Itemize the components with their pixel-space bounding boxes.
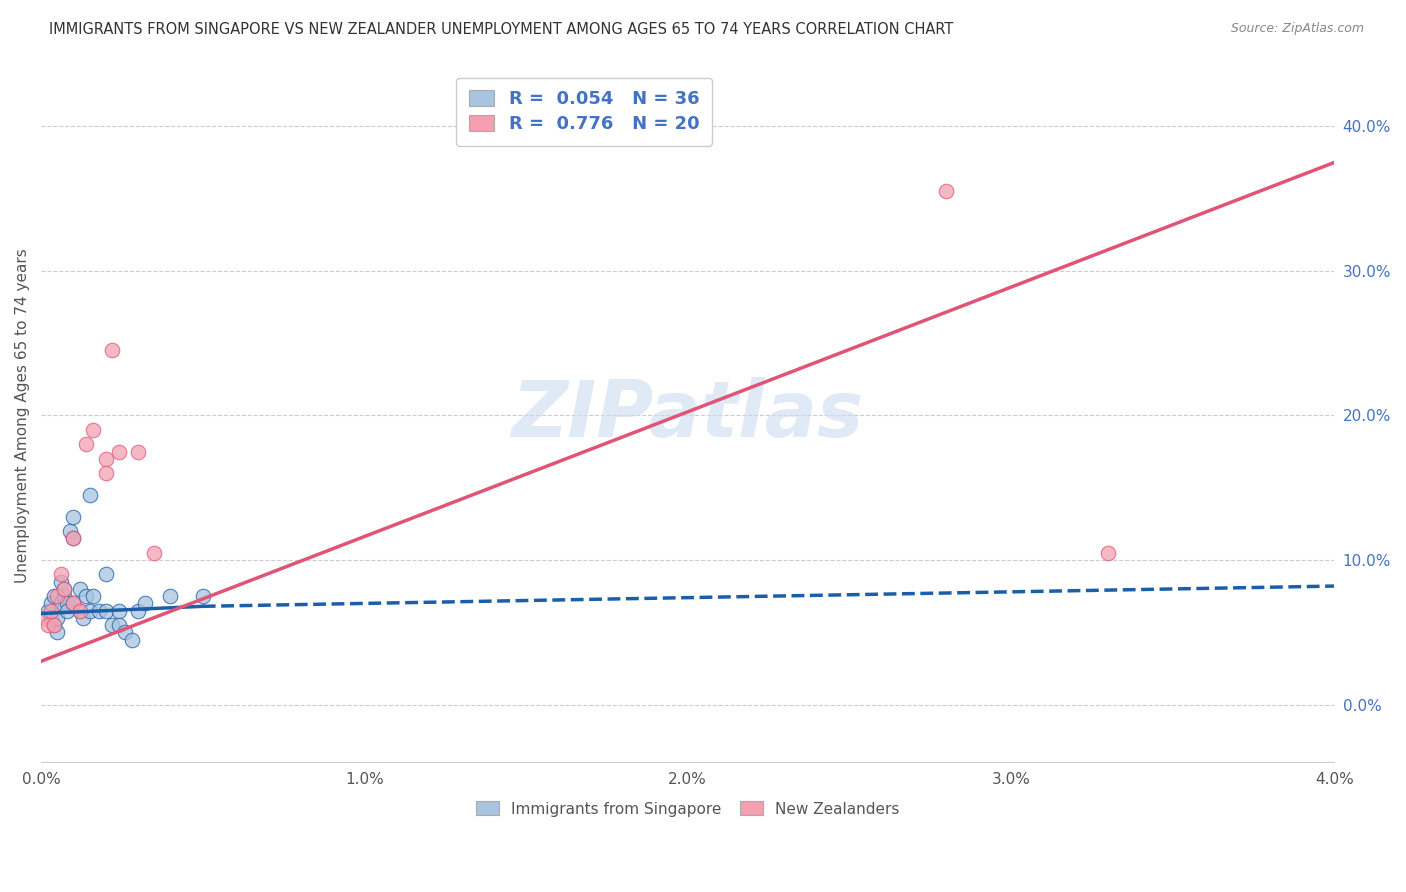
Point — [42, 618, 65, 632]
Point — [94, 604, 117, 618]
Point — [127, 444, 149, 458]
Legend: Immigrants from Singapore, New Zealanders: Immigrants from Singapore, New Zealander… — [468, 794, 907, 824]
Point — [46, 589, 69, 603]
Point — [143, 546, 166, 560]
Point — [69, 604, 91, 618]
Point — [62, 596, 84, 610]
Point — [52, 589, 75, 603]
Point — [94, 467, 117, 481]
Point — [37, 618, 59, 632]
Point — [52, 582, 75, 596]
Point — [39, 596, 62, 610]
Point — [79, 488, 101, 502]
Text: IMMIGRANTS FROM SINGAPORE VS NEW ZEALANDER UNEMPLOYMENT AMONG AGES 65 TO 74 YEAR: IMMIGRANTS FROM SINGAPORE VS NEW ZEALAND… — [49, 22, 953, 37]
Point — [191, 589, 214, 603]
Point — [82, 589, 104, 603]
Point — [107, 618, 129, 632]
Point — [62, 596, 84, 610]
Point — [62, 509, 84, 524]
Y-axis label: Unemployment Among Ages 65 to 74 years: Unemployment Among Ages 65 to 74 years — [15, 248, 30, 582]
Point — [94, 567, 117, 582]
Point — [94, 451, 117, 466]
Point — [42, 618, 65, 632]
Point — [52, 582, 75, 596]
Point — [42, 589, 65, 603]
Point — [127, 604, 149, 618]
Point — [121, 632, 143, 647]
Point — [46, 625, 69, 640]
Point — [56, 604, 79, 618]
Point — [935, 185, 957, 199]
Text: ZIPatlas: ZIPatlas — [512, 377, 863, 453]
Point — [59, 524, 82, 538]
Point — [107, 444, 129, 458]
Point — [49, 574, 72, 589]
Point — [56, 596, 79, 610]
Point — [69, 582, 91, 596]
Point — [79, 604, 101, 618]
Point — [72, 611, 94, 625]
Point — [37, 604, 59, 618]
Point — [114, 625, 136, 640]
Point — [34, 611, 56, 625]
Text: Source: ZipAtlas.com: Source: ZipAtlas.com — [1230, 22, 1364, 36]
Point — [46, 611, 69, 625]
Point — [75, 589, 97, 603]
Point — [69, 604, 91, 618]
Point — [1097, 546, 1119, 560]
Point — [39, 604, 62, 618]
Point — [39, 611, 62, 625]
Point — [62, 532, 84, 546]
Point — [159, 589, 181, 603]
Point — [101, 343, 124, 358]
Point — [134, 596, 156, 610]
Point — [89, 604, 111, 618]
Point — [101, 618, 124, 632]
Point — [75, 437, 97, 451]
Point — [49, 596, 72, 610]
Point — [62, 532, 84, 546]
Point — [82, 423, 104, 437]
Point — [107, 604, 129, 618]
Point — [49, 567, 72, 582]
